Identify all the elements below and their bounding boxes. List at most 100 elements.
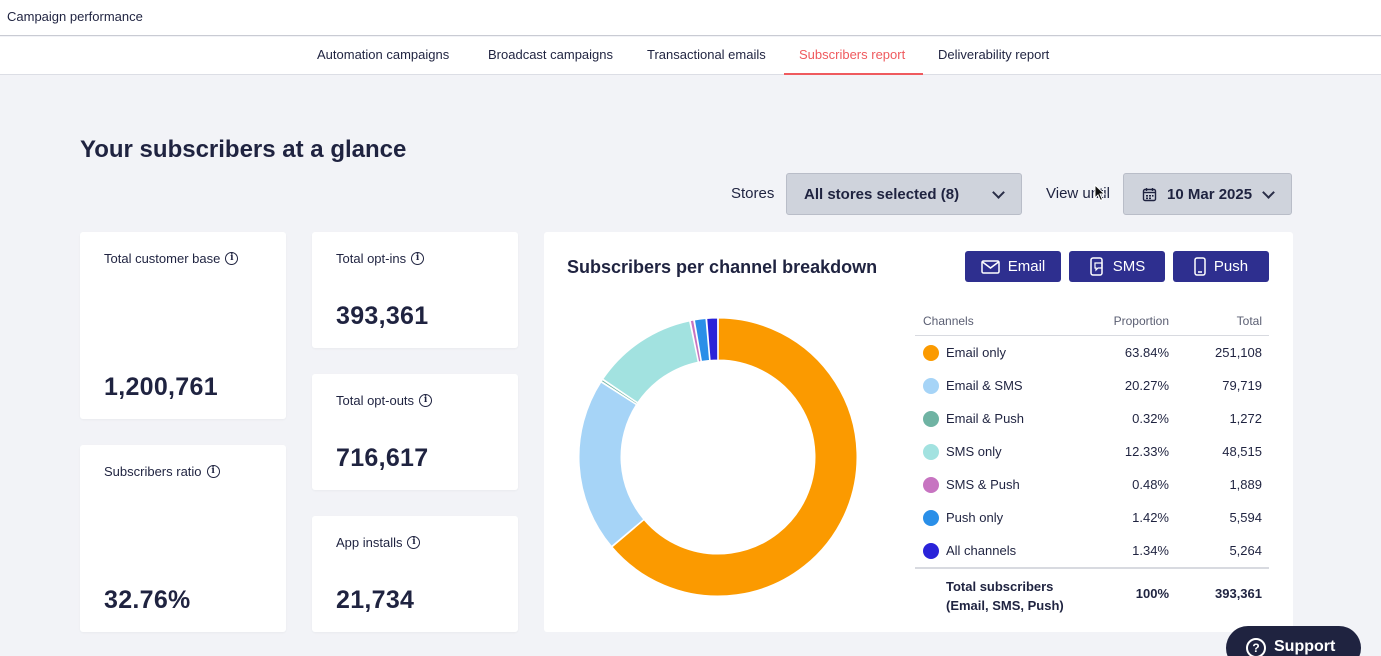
- email-button-label: Email: [1007, 258, 1046, 275]
- total-count: 393,361: [1215, 586, 1262, 601]
- table-row: Email only 63.84% 251,108: [915, 336, 1269, 369]
- channel-proportion: 0.48%: [1132, 477, 1169, 492]
- channel-breakdown-card: Subscribers per channel breakdown Email …: [544, 232, 1293, 632]
- mobile-phone-icon: [1194, 257, 1206, 276]
- card-label-wrap: Subscribers ratio i: [104, 464, 220, 479]
- sms-button[interactable]: SMS: [1069, 251, 1165, 282]
- donut-slice-all-channels[interactable]: [706, 317, 719, 361]
- channel-name: SMS & Push: [946, 477, 1020, 492]
- stores-label: Stores: [731, 185, 775, 202]
- page-title: Your subscribers at a glance: [80, 136, 407, 163]
- tab-transactional-emails[interactable]: Transactional emails: [647, 47, 766, 62]
- legend-dot: [923, 510, 939, 526]
- sms-button-label: SMS: [1112, 258, 1146, 275]
- sms-phone-icon: [1089, 257, 1103, 276]
- support-button[interactable]: ? Support: [1226, 626, 1361, 656]
- donut-slice-sms-only[interactable]: [602, 320, 699, 404]
- channel-total: 1,889: [1229, 477, 1262, 492]
- email-button[interactable]: Email: [965, 251, 1061, 282]
- donut-slice-email-push[interactable]: [600, 379, 639, 405]
- channel-proportion: 63.84%: [1124, 345, 1169, 360]
- total-opt-ins-value: 393,361: [336, 302, 429, 330]
- report-tabs: Automation campaigns Broadcast campaigns…: [0, 37, 1381, 75]
- subscribers-ratio-label: Subscribers ratio: [104, 464, 202, 479]
- tab-broadcast-campaigns[interactable]: Broadcast campaigns: [488, 47, 614, 62]
- push-button-label: Push: [1213, 258, 1249, 275]
- channel-name: All channels: [946, 543, 1017, 558]
- card-label-wrap: Total opt-outs i: [336, 393, 433, 408]
- card-label-wrap: App installs i: [336, 535, 421, 550]
- info-icon[interactable]: i: [206, 465, 220, 478]
- channel-name: Email & SMS: [946, 378, 1023, 393]
- table-row: All channels 1.34% 5,264: [915, 534, 1269, 567]
- total-proportion: 100%: [1135, 586, 1169, 601]
- calendar-icon: [1142, 187, 1157, 201]
- channel-total: 1,272: [1229, 411, 1262, 426]
- subscribers-ratio-value: 32.76%: [104, 586, 191, 614]
- chevron-down-icon: [1262, 186, 1275, 199]
- table-row: Push only 1.42% 5,594: [915, 501, 1269, 534]
- subscribers-ratio-card: Subscribers ratio i 32.76%: [80, 445, 286, 632]
- channel-proportion: 20.27%: [1124, 378, 1169, 393]
- channel-proportion: 1.34%: [1132, 543, 1169, 558]
- view-until-label: View until: [1046, 185, 1110, 202]
- info-icon[interactable]: i: [411, 252, 425, 265]
- stores-dropdown[interactable]: All stores selected (8): [786, 173, 1022, 215]
- app-installs-label: App installs: [336, 535, 403, 550]
- total-opt-outs-value: 716,617: [336, 444, 429, 472]
- info-icon[interactable]: i: [419, 394, 433, 407]
- info-icon[interactable]: i: [225, 252, 239, 265]
- app-installs-value: 21,734: [336, 586, 415, 614]
- breakdown-title: Subscribers per channel breakdown: [567, 257, 878, 277]
- support-label: Support: [1274, 638, 1336, 655]
- donut-slice-push-only[interactable]: [693, 317, 711, 362]
- push-button[interactable]: Push: [1173, 251, 1269, 282]
- col-header-channels: Channels: [923, 314, 974, 328]
- total-opt-ins-card: Total opt-ins i 393,361: [312, 232, 518, 348]
- legend-dot: [923, 543, 939, 559]
- donut-chart: [578, 317, 858, 597]
- channel-proportion: 1.42%: [1132, 510, 1169, 525]
- total-opt-ins-label: Total opt-ins: [336, 251, 407, 266]
- total-opt-outs-label: Total opt-outs: [336, 393, 415, 408]
- date-picker[interactable]: 10 Mar 2025: [1123, 173, 1292, 215]
- app-title: Campaign performance: [7, 9, 143, 24]
- tab-subscribers-report[interactable]: Subscribers report: [784, 37, 923, 75]
- channel-name: SMS only: [946, 444, 1002, 459]
- legend-dot: [923, 444, 939, 460]
- table-header: Channels Proportion Total: [915, 305, 1269, 336]
- card-label-wrap: Total opt-ins i: [336, 251, 425, 266]
- col-header-proportion: Proportion: [1113, 314, 1169, 328]
- total-label-line2: (Email, SMS, Push): [946, 598, 1064, 613]
- channel-proportion: 0.32%: [1132, 411, 1169, 426]
- channel-name: Email & Push: [946, 411, 1025, 426]
- total-label-line1: Total subscribers: [946, 579, 1054, 594]
- tab-deliverability-report[interactable]: Deliverability report: [938, 47, 1050, 62]
- donut-slice-email-sms[interactable]: [578, 381, 645, 548]
- mouse-cursor-icon: [1094, 184, 1106, 202]
- top-bar: Campaign performance: [0, 0, 1381, 36]
- legend-dot: [923, 345, 939, 361]
- help-icon: ?: [1246, 638, 1266, 656]
- legend-dot: [923, 477, 939, 493]
- total-subscribers-label: Total subscribers (Email, SMS, Push): [946, 577, 1064, 615]
- channel-name: Email only: [946, 345, 1006, 360]
- chevron-down-icon: [992, 186, 1005, 199]
- tab-automation-campaigns[interactable]: Automation campaigns: [317, 47, 450, 62]
- table-row: SMS only 12.33% 48,515: [915, 435, 1269, 468]
- channel-total: 251,108: [1215, 345, 1262, 360]
- channel-total: 5,594: [1229, 510, 1262, 525]
- legend-dot: [923, 411, 939, 427]
- donut-slice-email-only[interactable]: [611, 317, 858, 597]
- total-opt-outs-card: Total opt-outs i 716,617: [312, 374, 518, 490]
- col-header-total: Total: [1236, 314, 1262, 328]
- channel-total: 79,719: [1222, 378, 1262, 393]
- table-row: Email & Push 0.32% 1,272: [915, 402, 1269, 435]
- table-row: SMS & Push 0.48% 1,889: [915, 468, 1269, 501]
- channel-proportion: 12.33%: [1124, 444, 1169, 459]
- channel-table: Channels Proportion Total Email only 63.8…: [915, 305, 1269, 617]
- donut-slice-sms-push[interactable]: [689, 319, 702, 363]
- stores-dropdown-value: All stores selected (8): [804, 185, 960, 203]
- info-icon[interactable]: i: [407, 536, 421, 549]
- table-body: Email only 63.84% 251,108 Email & SMS 20.27%…: [915, 336, 1269, 567]
